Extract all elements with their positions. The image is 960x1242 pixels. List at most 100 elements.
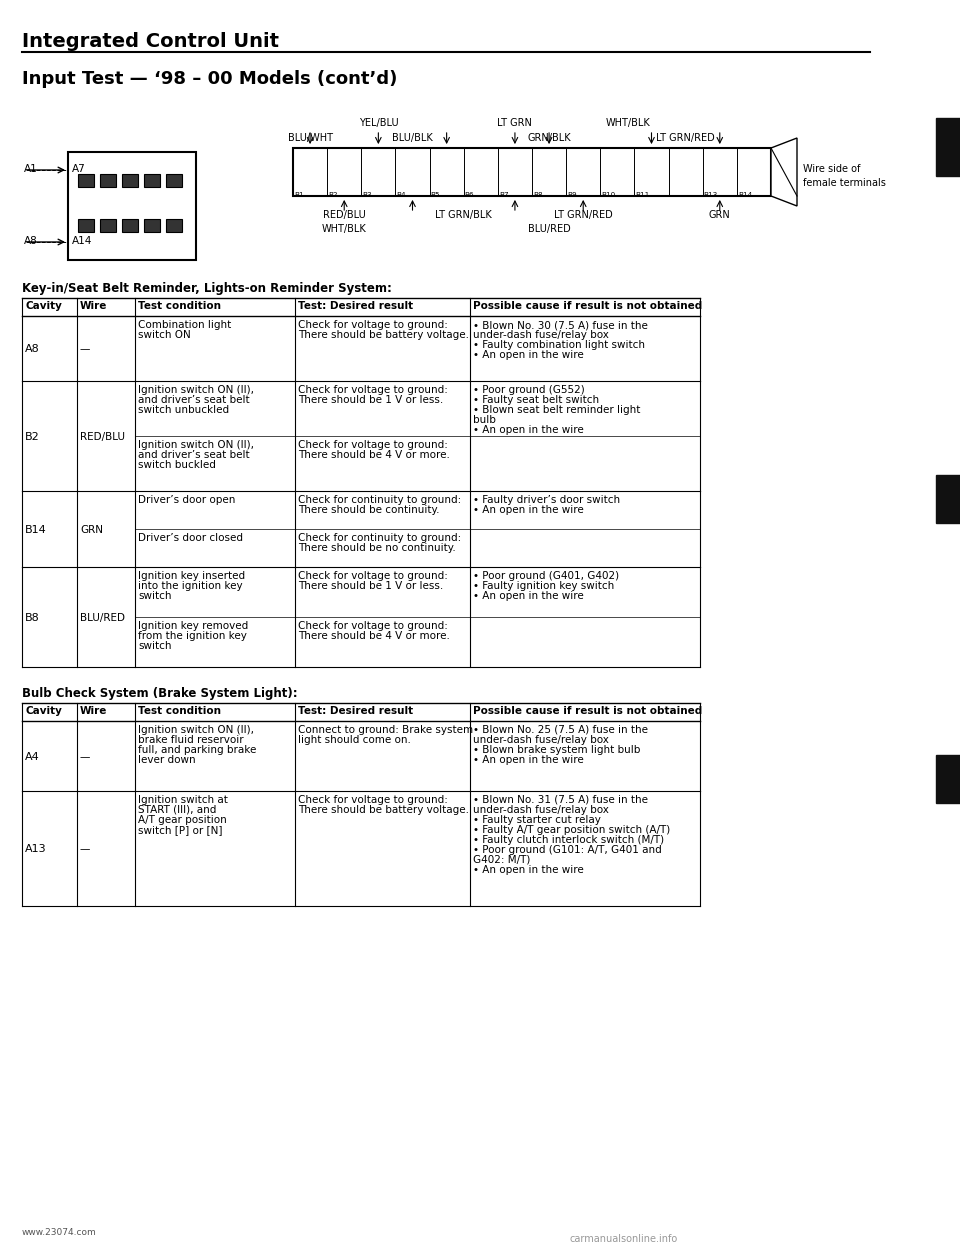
Text: B5: B5 — [431, 193, 441, 197]
Text: www.23074.com: www.23074.com — [22, 1228, 97, 1237]
Text: Connect to ground: Brake system: Connect to ground: Brake system — [298, 725, 473, 735]
Text: • Blown brake system light bulb: • Blown brake system light bulb — [473, 745, 640, 755]
Text: A4: A4 — [25, 751, 39, 763]
Text: START (III), and: START (III), and — [138, 805, 216, 815]
Bar — [100, 219, 116, 232]
Text: GRN: GRN — [708, 210, 731, 220]
Text: Check for continuity to ground:: Check for continuity to ground: — [298, 496, 461, 505]
Text: —: — — [80, 344, 90, 354]
Text: A13: A13 — [25, 845, 47, 854]
Text: BLU/RED: BLU/RED — [80, 614, 125, 623]
Text: Driver’s door open: Driver’s door open — [138, 496, 235, 505]
Text: • Faulty starter cut relay: • Faulty starter cut relay — [473, 815, 601, 825]
Text: • Poor ground (G552): • Poor ground (G552) — [473, 385, 585, 395]
Text: under-dash fuse/relay box: under-dash fuse/relay box — [473, 805, 609, 815]
Text: B1: B1 — [294, 193, 303, 197]
Text: B14: B14 — [25, 525, 47, 535]
Bar — [122, 174, 138, 188]
Text: Test condition: Test condition — [138, 301, 221, 310]
Text: • An open in the wire: • An open in the wire — [473, 350, 584, 360]
Text: • Faulty driver’s door switch: • Faulty driver’s door switch — [473, 496, 620, 505]
Bar — [100, 174, 116, 188]
Text: switch ON: switch ON — [138, 330, 191, 340]
Text: switch: switch — [138, 591, 172, 601]
Text: B6: B6 — [465, 193, 474, 197]
Bar — [166, 174, 182, 188]
Text: under-dash fuse/relay box: under-dash fuse/relay box — [473, 735, 609, 745]
Text: B11: B11 — [636, 193, 650, 197]
Text: bulb: bulb — [473, 415, 496, 425]
Bar — [78, 219, 94, 232]
Text: switch: switch — [138, 641, 172, 651]
Text: B7: B7 — [499, 193, 509, 197]
Text: switch unbuckled: switch unbuckled — [138, 405, 229, 415]
Text: Ignition switch ON (II),: Ignition switch ON (II), — [138, 385, 254, 395]
Text: Ignition switch ON (II),: Ignition switch ON (II), — [138, 440, 254, 450]
Text: • Faulty A/T gear position switch (A/T): • Faulty A/T gear position switch (A/T) — [473, 825, 670, 835]
Text: BLU/RED: BLU/RED — [528, 224, 570, 233]
Text: and driver’s seat belt: and driver’s seat belt — [138, 450, 250, 460]
Text: YEL/BLU: YEL/BLU — [358, 118, 398, 128]
Text: Wire: Wire — [80, 301, 108, 310]
Text: —: — — [80, 751, 90, 763]
Text: RED/BLU: RED/BLU — [323, 210, 366, 220]
Text: —: — — [80, 845, 90, 854]
Text: female terminals: female terminals — [803, 178, 886, 188]
Text: • An open in the wire: • An open in the wire — [473, 864, 584, 876]
Text: B8: B8 — [533, 193, 542, 197]
Text: There should be 1 V or less.: There should be 1 V or less. — [298, 395, 444, 405]
Text: Ignition key inserted: Ignition key inserted — [138, 571, 245, 581]
Polygon shape — [771, 138, 797, 206]
Bar — [936, 474, 960, 523]
Text: Combination light: Combination light — [138, 320, 231, 330]
Text: There should be continuity.: There should be continuity. — [298, 505, 440, 515]
Text: There should be 4 V or more.: There should be 4 V or more. — [298, 450, 450, 460]
Text: Cavity: Cavity — [25, 301, 61, 310]
Text: • An open in the wire: • An open in the wire — [473, 755, 584, 765]
Text: GRN/BLK: GRN/BLK — [527, 133, 571, 143]
Text: RED/BLU: RED/BLU — [80, 432, 125, 442]
Text: There should be 1 V or less.: There should be 1 V or less. — [298, 581, 444, 591]
Text: full, and parking brake: full, and parking brake — [138, 745, 256, 755]
Text: B14: B14 — [738, 193, 752, 197]
Bar — [166, 219, 182, 232]
Text: A8: A8 — [24, 236, 37, 246]
Text: switch buckled: switch buckled — [138, 460, 216, 469]
Text: B4: B4 — [396, 193, 406, 197]
Text: B9: B9 — [567, 193, 577, 197]
Text: • Blown No. 25 (7.5 A) fuse in the: • Blown No. 25 (7.5 A) fuse in the — [473, 725, 648, 735]
Text: Check for voltage to ground:: Check for voltage to ground: — [298, 795, 448, 805]
Bar — [78, 174, 94, 188]
Text: • An open in the wire: • An open in the wire — [473, 591, 584, 601]
Text: Check for voltage to ground:: Check for voltage to ground: — [298, 385, 448, 395]
Text: GRN: GRN — [80, 525, 103, 535]
Text: • Blown seat belt reminder light: • Blown seat belt reminder light — [473, 405, 640, 415]
Text: G402: M/T): G402: M/T) — [473, 854, 530, 864]
Text: • Faulty combination light switch: • Faulty combination light switch — [473, 340, 645, 350]
Text: Ignition key removed: Ignition key removed — [138, 621, 249, 631]
Text: Driver’s door closed: Driver’s door closed — [138, 533, 243, 543]
Text: Check for voltage to ground:: Check for voltage to ground: — [298, 621, 448, 631]
Text: LT GRN/BLK: LT GRN/BLK — [435, 210, 492, 220]
Text: brake fluid reservoir: brake fluid reservoir — [138, 735, 244, 745]
Bar — [144, 219, 160, 232]
Text: Wire: Wire — [80, 705, 108, 715]
Text: Ignition switch at: Ignition switch at — [138, 795, 228, 805]
Text: switch [P] or [N]: switch [P] or [N] — [138, 825, 223, 835]
Bar — [68, 152, 196, 260]
Text: • An open in the wire: • An open in the wire — [473, 425, 584, 435]
Text: • Poor ground (G101: A/T, G401 and: • Poor ground (G101: A/T, G401 and — [473, 845, 661, 854]
Text: under-dash fuse/relay box: under-dash fuse/relay box — [473, 330, 609, 340]
Text: Test condition: Test condition — [138, 705, 221, 715]
Bar — [144, 174, 160, 188]
Text: Input Test — ‘98 – 00 Models (cont’d): Input Test — ‘98 – 00 Models (cont’d) — [22, 70, 397, 88]
Text: • Faulty ignition key switch: • Faulty ignition key switch — [473, 581, 614, 591]
Text: light should come on.: light should come on. — [298, 735, 411, 745]
Text: • Faulty seat belt switch: • Faulty seat belt switch — [473, 395, 599, 405]
Bar — [122, 219, 138, 232]
Text: Integrated Control Unit: Integrated Control Unit — [22, 32, 279, 51]
Text: Possible cause if result is not obtained: Possible cause if result is not obtained — [473, 705, 703, 715]
Text: A/T gear position: A/T gear position — [138, 815, 227, 825]
Text: A14: A14 — [72, 236, 92, 246]
Text: B8: B8 — [25, 614, 39, 623]
